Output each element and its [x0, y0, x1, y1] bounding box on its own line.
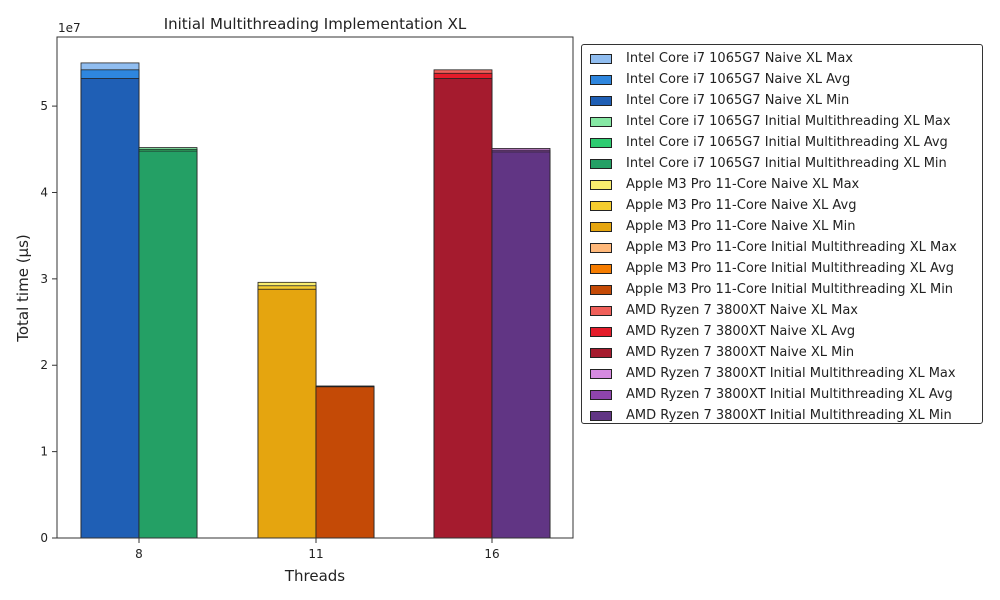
y-tick-label: 4: [40, 185, 48, 199]
legend-label: Apple M3 Pro 11-Core Naive XL Max: [626, 177, 860, 192]
legend-label: AMD Ryzen 7 3800XT Initial Multithreadin…: [626, 366, 956, 381]
bar-16-0-min: [433, 78, 493, 539]
legend-item: Apple M3 Pro 11-Core Initial Multithread…: [590, 279, 982, 300]
legend-item: AMD Ryzen 7 3800XT Initial Multithreadin…: [590, 405, 982, 426]
y-tick-label: 5: [40, 99, 48, 113]
legend-label: Apple M3 Pro 11-Core Initial Multithread…: [626, 261, 955, 276]
legend-swatch: [590, 74, 612, 85]
legend-item: Apple M3 Pro 11-Core Initial Multithread…: [590, 237, 982, 258]
legend-swatch: [590, 158, 612, 169]
legend-label: AMD Ryzen 7 3800XT Initial Multithreadin…: [626, 387, 953, 402]
legend-swatch: [590, 53, 612, 64]
legend-swatch: [590, 116, 612, 127]
bar-16-1-min: [491, 151, 551, 539]
legend-item: Apple M3 Pro 11-Core Initial Multithread…: [590, 258, 982, 279]
legend-item: AMD Ryzen 7 3800XT Naive XL Min: [590, 342, 982, 363]
bar-11-1-min: [315, 386, 375, 539]
y-tick-label: 3: [40, 272, 48, 286]
legend-label: Intel Core i7 1065G7 Initial Multithread…: [626, 114, 951, 129]
x-tick-label: 16: [484, 547, 499, 561]
legend: Intel Core i7 1065G7 Naive XL Max Intel C…: [581, 44, 983, 424]
legend-swatch: [590, 179, 612, 190]
legend-swatch: [590, 347, 612, 358]
y-tick-label: 1: [40, 445, 48, 459]
legend-item: Intel Core i7 1065G7 Naive XL Avg: [590, 69, 982, 90]
legend-swatch: [590, 326, 612, 337]
legend-swatch: [590, 389, 612, 400]
bar-8-1-min: [138, 150, 198, 539]
legend-item: AMD Ryzen 7 3800XT Initial Multithreadin…: [590, 363, 982, 384]
bars-layer: [80, 62, 551, 539]
legend-item: AMD Ryzen 7 3800XT Initial Multithreadin…: [590, 384, 982, 405]
bar-11-0-min: [257, 288, 317, 539]
legend-item: AMD Ryzen 7 3800XT Naive XL Max: [590, 300, 982, 321]
legend-label: Intel Core i7 1065G7 Naive XL Avg: [626, 72, 851, 87]
ticks-layer: 8 11 16 0 1 2 3 4 5: [40, 99, 499, 561]
legend-label: Intel Core i7 1065G7 Initial Multithread…: [626, 135, 948, 150]
legend-item: Intel Core i7 1065G7 Naive XL Max: [590, 48, 982, 69]
legend-item: Apple M3 Pro 11-Core Naive XL Max: [590, 174, 982, 195]
plot-frame: [56, 36, 574, 539]
y-tick-label: 0: [40, 531, 48, 545]
legend-item: Intel Core i7 1065G7 Initial Multithread…: [590, 111, 982, 132]
legend-swatch: [590, 284, 612, 295]
legend-item: AMD Ryzen 7 3800XT Naive XL Avg: [590, 321, 982, 342]
legend-label: Intel Core i7 1065G7 Naive XL Max: [626, 51, 853, 66]
legend-item: Apple M3 Pro 11-Core Naive XL Avg: [590, 195, 982, 216]
bar-8-0-min: [80, 78, 140, 539]
legend-swatch: [590, 305, 612, 316]
legend-swatch: [590, 95, 612, 106]
legend-label: AMD Ryzen 7 3800XT Naive XL Avg: [626, 324, 856, 339]
x-tick-label: 11: [308, 547, 323, 561]
legend-swatch: [590, 200, 612, 211]
legend-item: Intel Core i7 1065G7 Initial Multithread…: [590, 132, 982, 153]
legend-swatch: [590, 242, 612, 253]
y-multiplier-label: 1e7: [58, 21, 81, 35]
y-tick-label: 2: [40, 358, 48, 372]
chart-title: Initial Multithreading Implementation XL: [164, 15, 467, 33]
x-axis-label: Threads: [284, 567, 345, 585]
legend-swatch: [590, 410, 612, 421]
legend-label: Intel Core i7 1065G7 Naive XL Min: [626, 93, 850, 108]
legend-label: Apple M3 Pro 11-Core Naive XL Avg: [626, 198, 857, 213]
legend-label: AMD Ryzen 7 3800XT Naive XL Max: [626, 303, 858, 318]
legend-label: Intel Core i7 1065G7 Initial Multithread…: [626, 156, 947, 171]
legend-item: Intel Core i7 1065G7 Initial Multithread…: [590, 153, 982, 174]
legend-label: Apple M3 Pro 11-Core Initial Multithread…: [626, 240, 957, 255]
legend-label: AMD Ryzen 7 3800XT Initial Multithreadin…: [626, 408, 952, 423]
legend-swatch: [590, 137, 612, 148]
legend-swatch: [590, 368, 612, 379]
legend-swatch: [590, 221, 612, 232]
legend-label: Apple M3 Pro 11-Core Naive XL Min: [626, 219, 856, 234]
y-axis-label: Total time (µs): [14, 234, 32, 343]
legend-item: Intel Core i7 1065G7 Naive XL Min: [590, 90, 982, 111]
legend-label: AMD Ryzen 7 3800XT Naive XL Min: [626, 345, 855, 360]
x-tick-label: 8: [135, 547, 143, 561]
legend-item: Apple M3 Pro 11-Core Naive XL Min: [590, 216, 982, 237]
legend-label: Apple M3 Pro 11-Core Initial Multithread…: [626, 282, 954, 297]
legend-swatch: [590, 263, 612, 274]
